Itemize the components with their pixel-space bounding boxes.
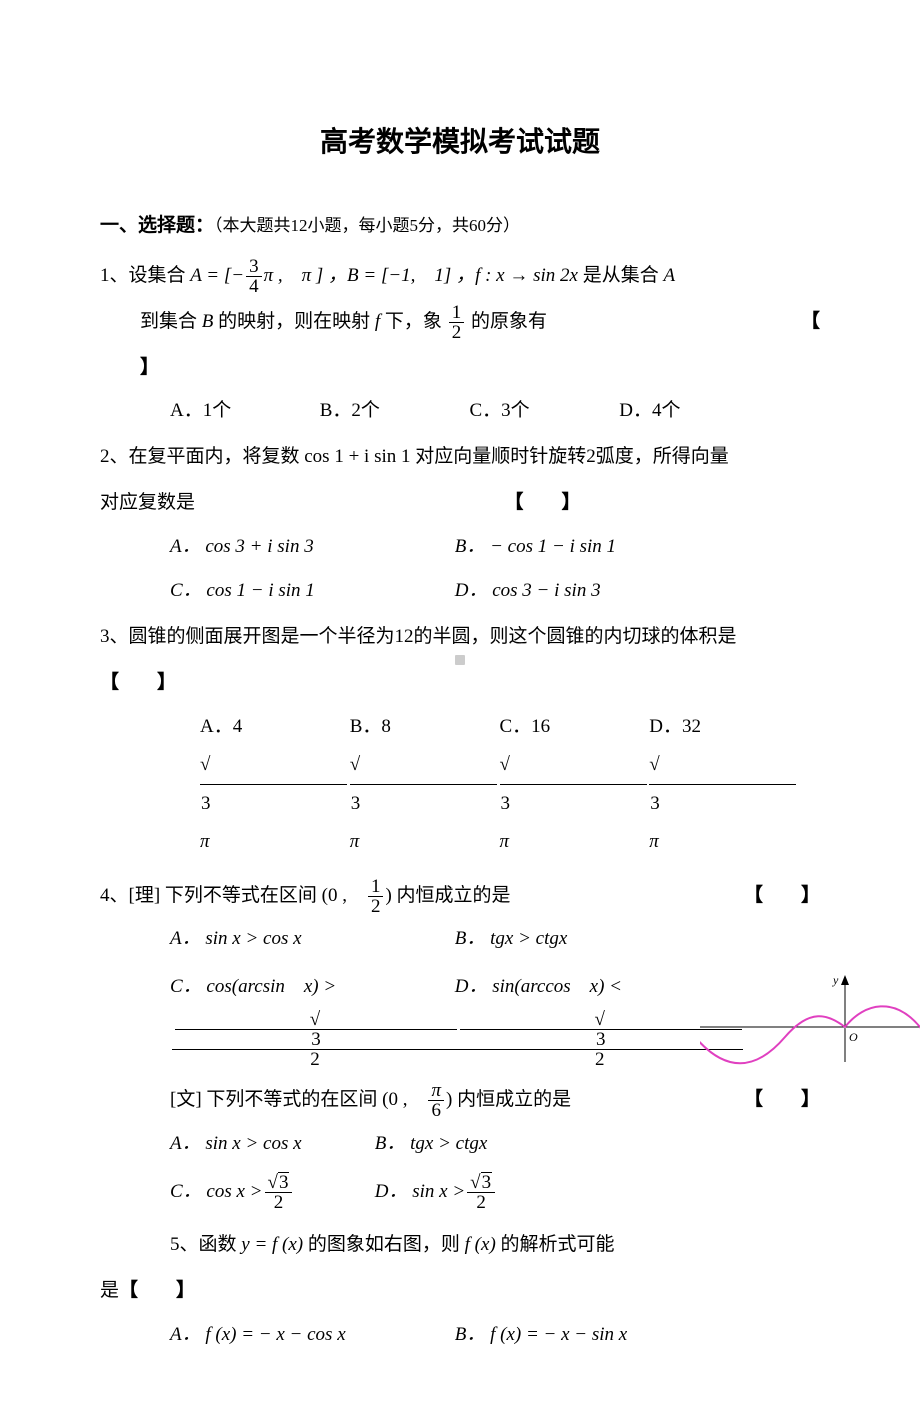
q1-optC: C．3个 [470, 392, 615, 430]
q1-frac-half: 12 [449, 303, 465, 342]
q2-options-row1: A． cos 3 + i sin 3 B． − cos 1 − i sin 1 [100, 528, 820, 566]
q5-line2: 是【 】 [100, 1270, 820, 1312]
section-1-label: 一、选择题： [100, 215, 214, 236]
q5-fx: f (x) [465, 1234, 496, 1255]
q1-l2-c: 下，象 [380, 311, 447, 332]
q1-text-a: 1、设集合 [100, 265, 190, 286]
q1-optB: B．2个 [320, 392, 465, 430]
q4-li-pre: 4、[理] 下列不等式在区间 (0 , [100, 885, 366, 906]
q1-frac-3-4: 34 [246, 257, 262, 296]
q5-l2: 是 [100, 1280, 119, 1301]
q2-bracket: 【 】 [505, 492, 581, 513]
section-1-heading: 一、选择题：（本大题共12小题，每小题5分，共60分） [100, 210, 820, 237]
q4-optA: A． sin x > cos x [170, 920, 450, 958]
svg-text:O: O [849, 1030, 858, 1044]
q4-optD: D． sin(arccos x) < √32 [455, 964, 735, 1069]
q5-bracket: 【 】 [119, 1280, 195, 1301]
q2-optA: A． cos 3 + i sin 3 [170, 528, 450, 566]
function-graph-svg: xyO [700, 972, 920, 1082]
q1-bracket-close: 】 [140, 357, 159, 378]
q1-text-b: 是从集合 [578, 265, 664, 286]
q1-B-sym: B [202, 311, 214, 332]
q4-optB: B． tgx > ctgx [455, 920, 735, 958]
q3-line1: 3、圆锥的侧面展开图是一个半径为12的半圆，则这个圆锥的内切球的体积是 [100, 616, 820, 658]
q4-wen-optA: A． sin x > cos x [170, 1125, 370, 1163]
q1-optA: A．1个 [170, 392, 315, 430]
q5-options: A． f (x) = − x − cos x B． f (x) = − x − … [100, 1316, 820, 1354]
q1-A-eq: A = [− [190, 265, 244, 286]
q2-l2-text: 对应复数是 [100, 492, 195, 513]
q2-optC: C． cos 1 − i sin 1 [170, 572, 450, 610]
q1-l2-b: 的映射，则在映射 [213, 311, 375, 332]
q1-line3: 】 [100, 347, 820, 389]
q5-l1-b: 的图象如右图，则 [303, 1234, 465, 1255]
q5-optB: B． f (x) = − x − sin x [455, 1316, 735, 1354]
q1-fmap: f : x → sin 2x [475, 265, 578, 286]
q1-A-sym: A [663, 265, 675, 286]
q1-B-eq: B = [−1, 1] ， [347, 265, 475, 286]
q1-line1: 1、设集合 A = [−34π , π ] ，B = [−1, 1] ，f : … [100, 255, 820, 297]
page-marker [455, 655, 465, 665]
q3-bracket: 【 】 [100, 662, 820, 704]
q4-li-bracket: 【 】 [744, 875, 820, 917]
q1-bracket-open: 【 [801, 301, 820, 343]
q4-optC: C． cos(arcsin x) > √32 [170, 964, 450, 1069]
q1-pi-close: π , π ] ， [264, 265, 347, 286]
q4-wen-pre: [文] 下列不等式的在区间 (0 , [170, 1089, 426, 1110]
q2-line2: 对应复数是 【 】 [100, 482, 820, 524]
exam-page: 高考数学模拟考试试题 一、选择题：（本大题共12小题，每小题5分，共60分） 1… [0, 0, 920, 1420]
q4-li-line: 4、[理] 下列不等式在区间 (0 , 12) 内恒成立的是 【 】 [100, 875, 820, 917]
q5-yeq: y = f (x) [241, 1234, 303, 1255]
q5-line1: 5、函数 y = f (x) 的图象如右图，则 f (x) 的解析式可能 [100, 1224, 820, 1266]
q4-li-frac: 12 [368, 877, 384, 916]
q3-optA: A．4√3π [200, 708, 345, 861]
q2-optD: D． cos 3 − i sin 3 [455, 572, 735, 610]
q1-l2-d: 的原象有 [466, 311, 547, 332]
q1-line2: 到集合 B 的映射，则在映射 f 下，象 12 的原象有 【 [100, 301, 820, 343]
q5-optA: A． f (x) = − x − cos x [170, 1316, 450, 1354]
q1-options: A．1个 B．2个 C．3个 D．4个 [100, 392, 820, 430]
q2-line1: 2、在复平面内，将复数 cos 1 + i sin 1 对应向量顺时针旋转2弧度… [100, 436, 820, 478]
svg-text:y: y [832, 973, 839, 987]
q4-wen-opts-row1: A． sin x > cos x B． tgx > ctgx [100, 1125, 820, 1163]
q4-wen-frac: π6 [428, 1081, 444, 1120]
q4-wen-optB: B． tgx > ctgx [375, 1125, 575, 1163]
q4-wen-post: ) 内恒成立的是 [446, 1089, 571, 1110]
q3-optD: D．32√3π [649, 708, 794, 861]
q5-l1-a: 5、函数 [170, 1234, 241, 1255]
q2-optB: B． − cos 1 − i sin 1 [455, 528, 735, 566]
q3-optB: B．8√3π [350, 708, 495, 861]
q3-optC: C．16√3π [500, 708, 645, 861]
q4-wen-opts-row2: C． cos x > √32 D． sin x > √32 [100, 1169, 820, 1215]
q4-li-opts-row1: A． sin x > cos x B． tgx > ctgx [100, 920, 820, 958]
q4-li-post: ) 内恒成立的是 [385, 885, 510, 906]
q4-wen-optC: C． cos x > √32 [170, 1169, 370, 1215]
q1-l2-a: 到集合 [140, 311, 202, 332]
q5-l1-c: 的解析式可能 [496, 1234, 615, 1255]
q1-optD: D．4个 [619, 392, 764, 430]
q5-graph: xyO [700, 972, 920, 1087]
q3-options: A．4√3π B．8√3π C．16√3π D．32√3π [100, 708, 820, 861]
section-1-note: （本大题共12小题，每小题5分，共60分） [214, 216, 520, 235]
q2-options-row2: C． cos 1 − i sin 1 D． cos 3 − i sin 3 [100, 572, 820, 610]
q4-wen-optD: D． sin x > √32 [375, 1169, 575, 1215]
page-title: 高考数学模拟考试试题 [100, 120, 820, 160]
